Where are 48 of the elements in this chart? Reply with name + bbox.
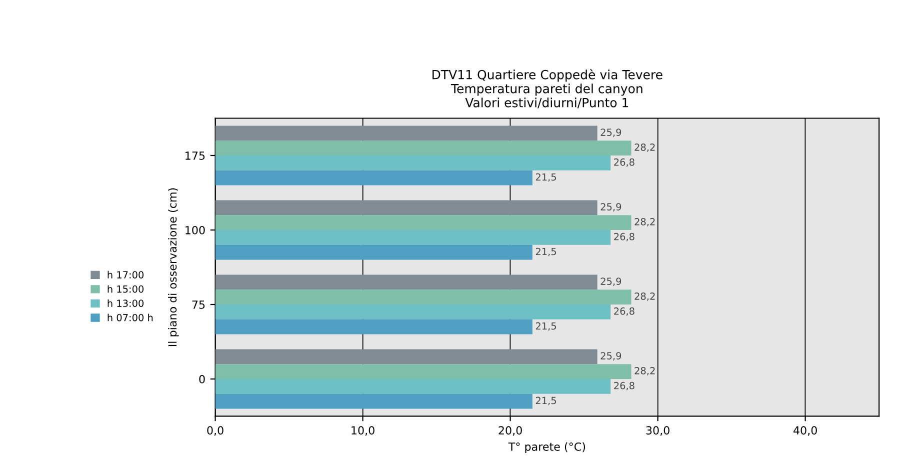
bar <box>215 349 598 364</box>
bar <box>215 200 598 216</box>
bar <box>215 290 632 304</box>
bar <box>215 319 532 334</box>
data-label: 28,2 <box>634 292 655 301</box>
data-label: 26,8 <box>614 382 634 390</box>
legend-label: h 07:00 h <box>108 314 153 322</box>
data-label: 25,9 <box>600 352 622 360</box>
bar <box>215 156 611 170</box>
bar <box>215 170 532 186</box>
bar <box>215 230 611 245</box>
legend-label: h 15:00 <box>108 285 144 293</box>
data-label: 26,8 <box>614 158 634 167</box>
data-label: 28,2 <box>634 367 655 376</box>
x-tick-label: 10,0 <box>352 426 374 436</box>
y-axis-title: Il piano di osservazione (cm) <box>168 188 179 346</box>
bar <box>215 215 632 230</box>
legend-label: h 17:00 <box>108 270 144 278</box>
data-label: 21,5 <box>536 396 556 406</box>
data-label: 26,8 <box>614 307 634 316</box>
data-label: 28,2 <box>634 144 655 152</box>
data-label: 28,2 <box>634 218 655 226</box>
data-label: 25,9 <box>600 128 622 137</box>
bar <box>215 304 611 320</box>
data-label: 21,5 <box>536 322 556 331</box>
bar <box>215 126 598 141</box>
bar <box>215 244 532 260</box>
y-tick-label: 175 <box>186 152 205 160</box>
legend-label: h 13:00 <box>108 299 144 307</box>
bar <box>215 394 532 409</box>
chart-title: DTV11 Quartiere Coppedè via Tevere Temperatura pareti del canyon Valori estivi/diurni/Punto 1 <box>432 69 662 108</box>
data-label: 21,5 <box>536 248 556 256</box>
y-tick-label: 75 <box>192 300 205 309</box>
bar <box>215 274 598 290</box>
x-axis-title: T° parete (°C) <box>508 442 586 454</box>
data-label: 21,5 <box>536 173 556 182</box>
data-label: 26,8 <box>614 232 634 242</box>
y-tick-label: 0 <box>199 374 205 384</box>
x-tick-label: 0,0 <box>207 426 224 436</box>
data-label: 25,9 <box>600 278 622 286</box>
x-tick-label: 20,0 <box>498 426 522 436</box>
x-tick-label: 40,0 <box>793 426 817 436</box>
bar <box>215 378 611 394</box>
data-label: 25,9 <box>600 203 622 212</box>
x-tick-label: 30,0 <box>646 426 670 436</box>
bar <box>215 140 632 156</box>
bar <box>215 364 632 379</box>
y-tick-label: 100 <box>186 226 205 234</box>
